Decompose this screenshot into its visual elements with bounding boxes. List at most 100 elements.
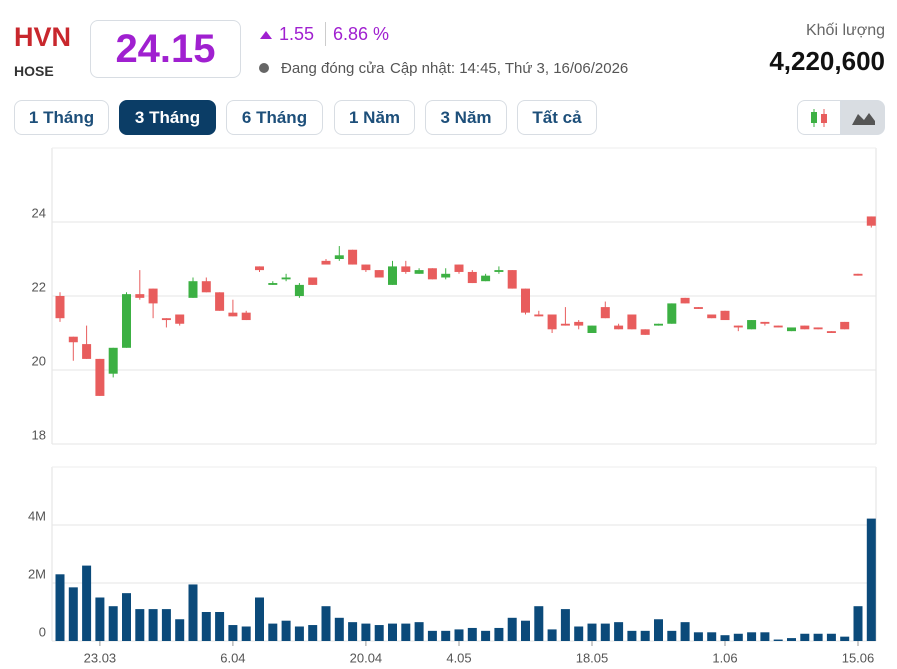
- candle-body: [481, 275, 491, 282]
- candle-body: [268, 283, 278, 285]
- x-tick-label: 1.06: [712, 650, 737, 665]
- separator: [325, 22, 326, 46]
- range-button[interactable]: 1 Năm: [334, 100, 415, 135]
- candle-body: [55, 296, 65, 319]
- candle-body: [201, 281, 211, 293]
- change-pct: 6.86 %: [333, 24, 390, 44]
- range-button[interactable]: Tất cả: [517, 100, 597, 135]
- volume-bar: [135, 609, 145, 641]
- volume-bar: [82, 565, 92, 641]
- candle-body: [175, 314, 185, 324]
- volume-bar: [175, 619, 185, 641]
- candle-body: [800, 325, 810, 330]
- volume-bar: [148, 609, 158, 641]
- y-tick-label: 18: [32, 427, 46, 442]
- volume-bar: [733, 633, 743, 641]
- volume-bar: [161, 609, 171, 641]
- volume-bar: [201, 612, 211, 641]
- candle-body: [294, 284, 304, 296]
- candle-body: [534, 314, 544, 317]
- area-icon: [852, 113, 875, 125]
- volume-bar: [401, 623, 411, 641]
- volume-bar: [826, 633, 836, 641]
- volume-bar: [693, 632, 703, 641]
- volume-bar: [388, 623, 397, 641]
- volume-bar: [574, 626, 584, 641]
- volume-bar: [281, 620, 291, 641]
- volume-bar: [95, 597, 105, 641]
- volume-bar: [414, 622, 424, 641]
- x-tick-label: 20.04: [350, 650, 383, 665]
- volume-bar: [494, 627, 504, 641]
- volume-bar: [547, 629, 557, 641]
- candle-body: [361, 264, 371, 271]
- range-button[interactable]: 3 Tháng: [119, 100, 216, 135]
- volume-bar: [294, 626, 304, 641]
- candle-body: [507, 270, 517, 289]
- volume-bar: [441, 630, 451, 641]
- volume-bar: [587, 623, 597, 641]
- candle-body: [680, 297, 690, 304]
- volume-bar: [773, 639, 783, 641]
- candle-body: [454, 264, 464, 272]
- candle-body: [707, 314, 717, 319]
- candle-body: [122, 294, 131, 348]
- x-tick-label: 4.05: [446, 650, 471, 665]
- candle-toggle[interactable]: [797, 100, 841, 135]
- candle-body: [494, 270, 504, 272]
- range-button[interactable]: 1 Tháng: [14, 100, 109, 135]
- volume-bar: [308, 625, 318, 641]
- volume-bar: [348, 622, 358, 641]
- candle-body: [866, 216, 876, 226]
- updated: Cập nhật: 14:45, Thứ 3, 16/06/2026: [390, 60, 629, 77]
- candle-body: [68, 336, 78, 343]
- candle-body: [255, 266, 264, 271]
- candle-body: [600, 307, 610, 319]
- candle-body: [95, 358, 105, 396]
- up-arrow: [260, 31, 272, 39]
- candle-body: [853, 273, 863, 276]
- range-button[interactable]: 6 Tháng: [226, 100, 323, 135]
- y-tick-label: 22: [32, 279, 46, 294]
- volume-bar: [321, 606, 331, 641]
- volume-bar: [680, 622, 690, 641]
- candle-body: [388, 266, 397, 285]
- volume-bar: [268, 623, 278, 641]
- candle-body: [560, 323, 570, 326]
- candle-body: [813, 327, 823, 330]
- candle-body: [787, 327, 796, 332]
- y-tick-label: 4M: [28, 508, 46, 523]
- volume-bar: [507, 617, 517, 641]
- volume-bar: [534, 606, 544, 641]
- symbol: HVN: [14, 22, 72, 52]
- volume: 4,220,600: [769, 46, 885, 76]
- x-tick-label: 15.06: [842, 650, 875, 665]
- candle-body: [614, 325, 624, 330]
- y-tick-label: 24: [32, 205, 46, 220]
- range-button[interactable]: 3 Năm: [425, 100, 507, 135]
- volume-bar: [122, 593, 131, 641]
- candle-body: [773, 325, 783, 328]
- candle-body: [760, 321, 770, 324]
- candle-body: [747, 320, 757, 330]
- volume-bar: [467, 627, 477, 641]
- volume-bar: [614, 622, 624, 641]
- volume-bar: [853, 606, 863, 641]
- candle-body: [281, 277, 291, 280]
- area-toggle[interactable]: [841, 100, 885, 135]
- candle-body: [148, 288, 158, 304]
- candle-body: [82, 344, 92, 359]
- volume-bar: [188, 584, 198, 641]
- volume-bar: [454, 629, 464, 641]
- volume-bar: [787, 638, 796, 641]
- candle-icon: [811, 109, 827, 127]
- volume-bar: [627, 630, 637, 641]
- candle-body: [135, 294, 145, 298]
- volume-bar: [654, 619, 663, 641]
- candle-body: [108, 347, 118, 374]
- volume-bar: [215, 612, 225, 641]
- volume-bar: [760, 632, 770, 641]
- volume-bar: [813, 633, 823, 641]
- volume-bar: [667, 630, 677, 641]
